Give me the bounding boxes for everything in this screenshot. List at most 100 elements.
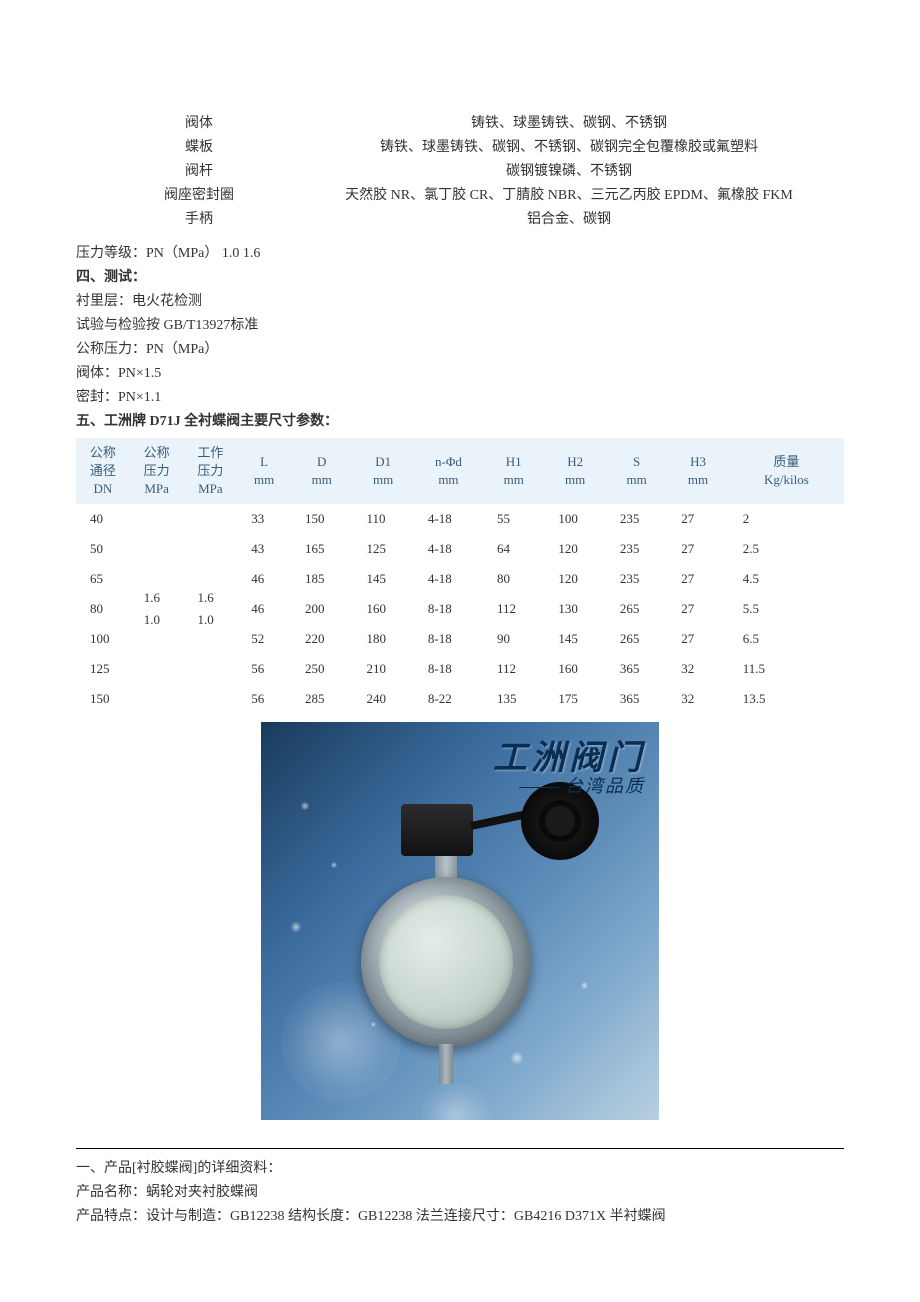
- cell: 200: [291, 594, 352, 624]
- cell: 175: [544, 684, 605, 714]
- cell-mpa-working: 1.61.0: [184, 504, 238, 714]
- cell: 64: [483, 534, 544, 564]
- cell: 112: [483, 654, 544, 684]
- cell: 90: [483, 624, 544, 654]
- cell: 43: [237, 534, 291, 564]
- gearbox-icon: [401, 804, 473, 856]
- cell: 13.5: [729, 684, 844, 714]
- material-value: 天然胶 NR、氯丁胶 CR、丁腈胶 NBR、三元乙丙胶 EPDM、氟橡胶 FKM: [254, 184, 844, 208]
- cell: 250: [291, 654, 352, 684]
- cell-dn: 40: [76, 504, 130, 534]
- brand-tagline: 台湾品质: [519, 772, 645, 798]
- cell: 150: [291, 504, 352, 534]
- col-s: Smm: [606, 438, 667, 504]
- col-l: Lmm: [237, 438, 291, 504]
- valve-body-icon: [361, 877, 531, 1047]
- cell: 4-18: [414, 564, 483, 594]
- cell: 56: [237, 654, 291, 684]
- col-d: Dmm: [291, 438, 352, 504]
- cell: 4-18: [414, 534, 483, 564]
- test-line: 公称压力：PN（MPa）: [76, 338, 844, 362]
- cell: 11.5: [729, 654, 844, 684]
- footer-line: 产品特点：设计与制造：GB12238 结构长度：GB12238 法兰连接尺寸：G…: [76, 1205, 844, 1229]
- cell: 365: [606, 684, 667, 714]
- col-nphi: n-Φdmm: [414, 438, 483, 504]
- spec-table: 公称通径DN 公称压力MPa 工作压力MPa Lmm Dmm D1mm n-Φd…: [76, 438, 844, 714]
- cell: 120: [544, 564, 605, 594]
- cell: 46: [237, 594, 291, 624]
- cell: 27: [667, 534, 728, 564]
- cell: 145: [544, 624, 605, 654]
- cell: 285: [291, 684, 352, 714]
- cell: 32: [667, 684, 728, 714]
- cell: 235: [606, 504, 667, 534]
- cell: 5.5: [729, 594, 844, 624]
- cell-dn: 125: [76, 654, 130, 684]
- material-value: 铸铁、球墨铸铁、碳钢、不锈钢: [254, 112, 844, 136]
- material-row: 阀杆 碳钢镀镍磷、不锈钢: [76, 160, 844, 184]
- cell: 145: [352, 564, 413, 594]
- cell: 240: [352, 684, 413, 714]
- test-line: 衬里层：电火花检测: [76, 290, 844, 314]
- pressure-rating: 压力等级：PN（MPa） 1.0 1.6: [76, 242, 844, 266]
- cell: 235: [606, 534, 667, 564]
- cell: 185: [291, 564, 352, 594]
- section-4-title: 四、测试：: [76, 266, 844, 290]
- cell: 46: [237, 564, 291, 594]
- cell: 210: [352, 654, 413, 684]
- material-label: 阀杆: [144, 160, 254, 184]
- material-row: 阀座密封圈 天然胶 NR、氯丁胶 CR、丁腈胶 NBR、三元乙丙胶 EPDM、氟…: [76, 184, 844, 208]
- cell: 56: [237, 684, 291, 714]
- cell: 32: [667, 654, 728, 684]
- cell-dn: 150: [76, 684, 130, 714]
- footer-line: 产品名称：蜗轮对夹衬胶蝶阀: [76, 1181, 844, 1205]
- col-d1: D1mm: [352, 438, 413, 504]
- cell-dn: 80: [76, 594, 130, 624]
- footer-line: 一、产品[衬胶蝶阀]的详细资料：: [76, 1157, 844, 1181]
- material-label: 蝶板: [144, 136, 254, 160]
- cell: 8-18: [414, 594, 483, 624]
- table-row: 401.61.01.61.0331501104-1855100235272: [76, 504, 844, 534]
- spec-table-body: 401.61.01.61.0331501104-1855100235272504…: [76, 504, 844, 714]
- materials-list: 阀体 铸铁、球墨铸铁、碳钢、不锈钢 蝶板 铸铁、球墨铸铁、碳钢、不锈钢、碳钢完全…: [76, 112, 844, 232]
- cell: 27: [667, 504, 728, 534]
- cell: 8-18: [414, 624, 483, 654]
- cell: 110: [352, 504, 413, 534]
- product-image: 工洲阀门 台湾品质: [261, 722, 659, 1120]
- test-line: 阀体：PN×1.5: [76, 362, 844, 386]
- material-row: 蝶板 铸铁、球墨铸铁、碳钢、不锈钢、碳钢完全包覆橡胶或氟塑料: [76, 136, 844, 160]
- col-h1: H1mm: [483, 438, 544, 504]
- cell: 80: [483, 564, 544, 594]
- cell-mpa-nominal: 1.61.0: [130, 504, 184, 714]
- cell: 120: [544, 534, 605, 564]
- cell: 180: [352, 624, 413, 654]
- separator: [76, 1148, 844, 1149]
- cell: 130: [544, 594, 605, 624]
- cell: 112: [483, 594, 544, 624]
- valve-stem-icon: [439, 1044, 453, 1084]
- cell: 265: [606, 624, 667, 654]
- cell: 160: [544, 654, 605, 684]
- cell: 52: [237, 624, 291, 654]
- cell: 125: [352, 534, 413, 564]
- section-5-title: 五、工洲牌 D71J 全衬蝶阀主要尺寸参数：: [76, 410, 844, 434]
- cell: 2: [729, 504, 844, 534]
- cell-dn: 65: [76, 564, 130, 594]
- document-page: 阀体 铸铁、球墨铸铁、碳钢、不锈钢 蝶板 铸铁、球墨铸铁、碳钢、不锈钢、碳钢完全…: [0, 0, 920, 1289]
- cell: 8-18: [414, 654, 483, 684]
- material-label: 阀体: [144, 112, 254, 136]
- col-h3: H3mm: [667, 438, 728, 504]
- material-value: 铝合金、碳钢: [254, 208, 844, 232]
- cell: 27: [667, 564, 728, 594]
- test-line: 试验与检验按 GB/T13927标准: [76, 314, 844, 338]
- col-h2: H2mm: [544, 438, 605, 504]
- cell: 6.5: [729, 624, 844, 654]
- material-value: 碳钢镀镍磷、不锈钢: [254, 160, 844, 184]
- cell: 235: [606, 564, 667, 594]
- cell: 4.5: [729, 564, 844, 594]
- cell: 165: [291, 534, 352, 564]
- material-label: 阀座密封圈: [144, 184, 254, 208]
- cell: 33: [237, 504, 291, 534]
- col-mass: 质量Kg/kilos: [729, 438, 844, 504]
- cell: 27: [667, 624, 728, 654]
